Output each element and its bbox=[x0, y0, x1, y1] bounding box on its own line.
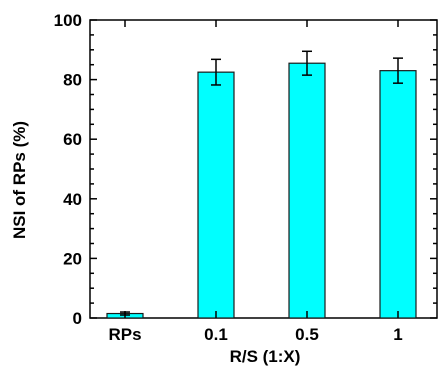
bar-1 bbox=[379, 70, 417, 319]
x-axis-labels: RPs 0.1 0.5 1 bbox=[108, 20, 403, 344]
y-tick-label: 100 bbox=[54, 11, 82, 30]
y-tick-label: 0 bbox=[73, 309, 82, 328]
x-tick-label: 0.5 bbox=[295, 325, 319, 344]
y-tick-label: 40 bbox=[63, 190, 82, 209]
bar-0_1 bbox=[197, 71, 235, 319]
y-axis-title: NSI of RPs (%) bbox=[10, 121, 29, 239]
x-tick-label: 0.1 bbox=[204, 325, 228, 344]
bars bbox=[106, 50, 417, 319]
bar-0_5 bbox=[288, 62, 326, 319]
y-tick-label: 80 bbox=[63, 71, 82, 90]
y-tick-label: 20 bbox=[63, 249, 82, 268]
y-tick-label: 60 bbox=[63, 130, 82, 149]
x-tick-label: RPs bbox=[108, 325, 141, 344]
x-tick-label: 1 bbox=[393, 325, 402, 344]
x-axis-title: R/S (1:X) bbox=[230, 347, 301, 366]
y-axis-ticks: 0 20 40 60 80 100 bbox=[54, 11, 437, 328]
